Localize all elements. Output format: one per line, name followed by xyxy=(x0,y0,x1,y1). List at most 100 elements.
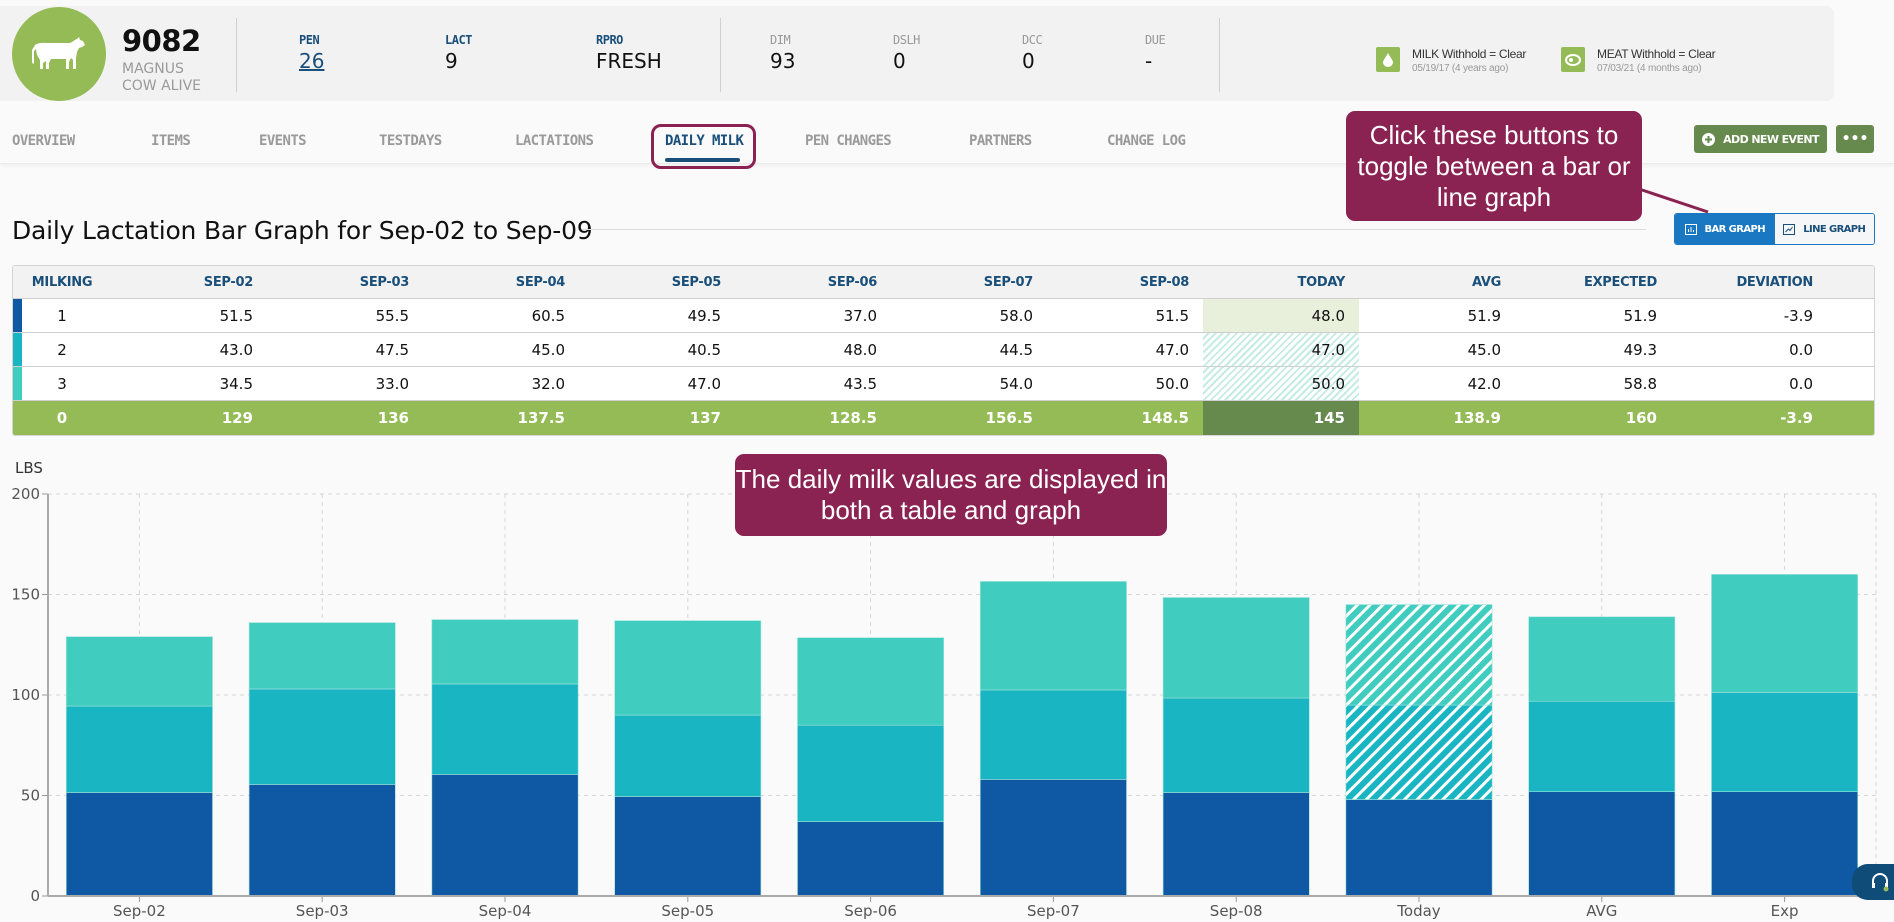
divider xyxy=(1219,18,1220,92)
stat-label: DCC xyxy=(1022,33,1043,47)
bar-segment-milking-3 xyxy=(979,581,1127,691)
stat-label: RPRO xyxy=(596,33,623,47)
column-header: MILKING xyxy=(31,274,93,290)
milking-color-indicator xyxy=(13,299,22,332)
total-cell: 136 xyxy=(377,409,409,427)
graph-type-toggle: BAR GRAPH LINE GRAPH xyxy=(1674,213,1875,245)
table-cell: 49.5 xyxy=(687,306,721,325)
column-header: SEP-03 xyxy=(359,274,410,290)
table-cell: 50.0 xyxy=(1203,367,1359,400)
tab-change-log[interactable]: CHANGE LOG xyxy=(1107,133,1186,149)
x-tick-label: Sep-06 xyxy=(844,902,897,920)
table-cell: 48.0 xyxy=(1203,299,1359,332)
bar-segment-milking-1 xyxy=(797,821,945,897)
page-title: Daily Lactation Bar Graph for Sep-02 to … xyxy=(12,216,593,245)
table-cell: 54.0 xyxy=(999,374,1033,393)
bar-segment-milking-1 xyxy=(614,796,762,897)
stat-value: - xyxy=(1145,49,1153,73)
bar-segment-milking-2 xyxy=(65,705,213,793)
bar-chart-icon xyxy=(1684,223,1697,235)
table-cell: 45.0 xyxy=(1467,340,1501,359)
tab-daily-milk[interactable]: DAILY MILK xyxy=(665,133,744,149)
bar-segment-milking-2 xyxy=(431,683,579,775)
cow-id: 9082 xyxy=(122,24,201,58)
stat-label: LACT xyxy=(445,33,472,47)
support-button[interactable] xyxy=(1852,864,1894,900)
table-cell: 49.3 xyxy=(1623,340,1657,359)
bar-graph-label: BAR GRAPH xyxy=(1704,223,1766,235)
milking-number: 2 xyxy=(57,340,67,359)
table-cell: 44.5 xyxy=(999,340,1033,359)
more-options-button[interactable]: ••• xyxy=(1836,125,1874,153)
stat-dslh: DSLH 0 xyxy=(893,33,920,73)
line-graph-button[interactable]: LINE GRAPH xyxy=(1774,214,1874,244)
column-header: DEVIATION xyxy=(1736,274,1813,290)
table-cell: 50.0 xyxy=(1155,374,1189,393)
bar-segment-milking-1 xyxy=(1345,799,1493,897)
total-cell: 138.9 xyxy=(1453,409,1501,427)
y-axis-label: LBS xyxy=(15,459,43,477)
divider xyxy=(236,18,237,92)
milk-withhold-title: MILK Withhold = Clear xyxy=(1412,47,1527,61)
bar-segment-milking-3 xyxy=(614,620,762,716)
bar-segment-milking-2 xyxy=(797,724,945,822)
stat-value: 0 xyxy=(1022,49,1035,73)
divider xyxy=(720,18,721,92)
x-tick-label: Sep-05 xyxy=(661,902,714,920)
total-cell: 148.5 xyxy=(1141,409,1189,427)
table-cell: 51.9 xyxy=(1467,306,1501,325)
stat-value: FRESH xyxy=(596,49,662,73)
bar-segment-milking-3 xyxy=(248,622,396,690)
stat-dim: DIM 93 xyxy=(770,33,795,73)
active-tab-indicator xyxy=(665,158,740,162)
y-tick-label: 200 xyxy=(11,485,40,503)
tab-items[interactable]: ITEMS xyxy=(151,133,191,149)
bar-segment-milking-1 xyxy=(1711,791,1859,897)
table-cell: 47.0 xyxy=(1155,340,1189,359)
line-chart-icon xyxy=(1783,223,1796,235)
tab-testdays[interactable]: TESTDAYS xyxy=(379,133,442,149)
tab-lactations[interactable]: LACTATIONS xyxy=(515,133,594,149)
tab-pen-changes[interactable]: PEN CHANGES xyxy=(805,133,892,149)
column-header: TODAY xyxy=(1297,274,1346,290)
bar-segment-milking-1 xyxy=(431,774,579,897)
tab-partners[interactable]: PARTNERS xyxy=(969,133,1032,149)
table-cell: 47.0 xyxy=(1203,333,1359,366)
table-graph-callout: The daily milk values are displayed in b… xyxy=(735,454,1167,536)
tab-events[interactable]: EVENTS xyxy=(259,133,307,149)
table-cell: 33.0 xyxy=(375,374,409,393)
bar-graph-button[interactable]: BAR GRAPH xyxy=(1675,214,1775,244)
table-cell: 0.0 xyxy=(1789,340,1813,359)
add-new-event-button[interactable]: ADD NEW EVENT xyxy=(1694,125,1827,153)
bar-segment-milking-2 xyxy=(1345,704,1493,800)
cow-name-status: MAGNUS COW ALIVE xyxy=(122,61,201,95)
bar-segment-milking-3 xyxy=(1345,604,1493,706)
cow-header: 9082 MAGNUS COW ALIVE PEN 26 LACT 9 RPRO… xyxy=(0,6,1834,101)
tab-bar: OVERVIEW ITEMS EVENTS TESTDAYS LACTATION… xyxy=(0,118,1894,164)
bar-segment-milking-2 xyxy=(248,688,396,785)
stat-label: PEN xyxy=(299,33,320,47)
bar-segment-milking-1 xyxy=(1162,792,1310,897)
table-cell: 34.5 xyxy=(219,374,253,393)
x-tick-label: Sep-02 xyxy=(113,902,166,920)
table-cell: 47.0 xyxy=(687,374,721,393)
y-tick-label: 150 xyxy=(11,586,40,604)
cow-name: MAGNUS xyxy=(122,61,184,77)
bar-segment-milking-3 xyxy=(1528,616,1676,702)
stat-pen: PEN 26 xyxy=(299,33,324,73)
pen-link[interactable]: 26 xyxy=(299,49,325,73)
column-header: SEP-02 xyxy=(203,274,254,290)
total-cell: 145 xyxy=(1203,401,1359,435)
total-cell: 137 xyxy=(689,409,721,427)
headset-icon xyxy=(1872,873,1889,892)
total-milking: 0 xyxy=(56,409,68,427)
milking-color-indicator xyxy=(13,333,22,366)
tab-overview[interactable]: OVERVIEW xyxy=(12,133,75,149)
table-row: 3 34.5 33.0 32.0 47.0 43.5 54.0 50.0 50.0 42.0 58.… xyxy=(13,367,1874,401)
cow-avatar xyxy=(12,7,106,101)
x-tick-label: Sep-07 xyxy=(1027,902,1080,920)
column-header: SEP-07 xyxy=(983,274,1034,290)
y-tick-label: 50 xyxy=(21,787,40,805)
milking-number: 1 xyxy=(57,306,67,325)
x-tick-label: AVG xyxy=(1586,902,1617,920)
